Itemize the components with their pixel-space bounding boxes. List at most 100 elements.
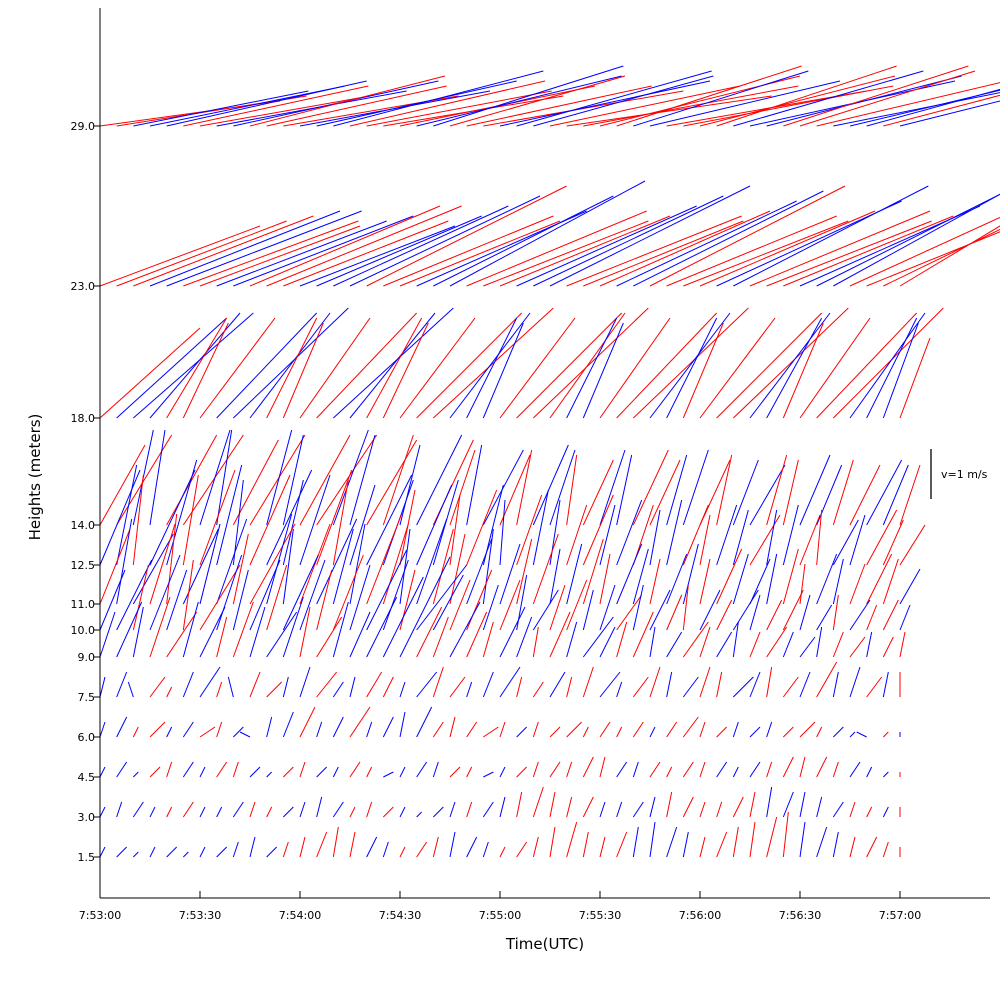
wind-vector: [816, 553, 838, 605]
wind-vector: [266, 429, 293, 526]
y-tick-label: 9.0: [78, 651, 96, 664]
wind-vector: [899, 568, 921, 605]
wind-vector: [166, 569, 188, 631]
wind-vector: [299, 474, 331, 566]
wind-vector: [816, 604, 833, 631]
wind-vector: [732, 621, 739, 658]
wind-vector: [832, 631, 844, 658]
wind-vector: [782, 548, 799, 605]
wind-vector: [782, 791, 794, 818]
wind-vector: [382, 841, 389, 858]
wind-vector: [366, 801, 373, 818]
wind-vector: [716, 726, 728, 738]
wind-vector: [766, 721, 773, 738]
wind-vector: [716, 671, 723, 698]
wind-vector: [566, 454, 578, 526]
wind-vector: [766, 816, 778, 858]
wind-vector: [382, 806, 394, 818]
wind-vector: [282, 528, 294, 605]
wind-vector: [416, 312, 523, 419]
wind-vector: [749, 594, 761, 631]
wind-vector: [699, 514, 711, 566]
wind-vector: [316, 434, 378, 526]
wind-vector: [566, 317, 618, 419]
wind-vector: [582, 666, 594, 698]
wind-vector: [866, 631, 873, 658]
wind-vector: [182, 434, 244, 526]
x-tick-label: 7:55:30: [579, 909, 621, 922]
wind-vector: [766, 317, 823, 419]
wind-vector: [249, 474, 291, 566]
wind-vector: [299, 801, 306, 818]
wind-vector: [399, 556, 451, 658]
wind-vector: [382, 559, 409, 631]
wind-vector: [399, 220, 561, 287]
wind-vector: [599, 584, 616, 631]
wind-vector: [266, 716, 273, 738]
wind-vector: [482, 841, 489, 858]
wind-vector: [682, 831, 689, 858]
wind-vector: [116, 434, 173, 526]
wind-vector: [856, 731, 867, 738]
wind-vector: [832, 594, 839, 631]
wind-vector: [366, 474, 413, 566]
wind-vector: [749, 671, 761, 698]
wind-vector: [466, 317, 518, 419]
wind-vector: [466, 836, 478, 858]
wind-vector: [416, 518, 448, 605]
wind-vector: [566, 543, 583, 605]
wind-vector: [533, 75, 714, 127]
wind-vector: [483, 220, 649, 287]
wind-vector: [616, 312, 718, 419]
wind-vector: [732, 766, 739, 778]
wind-vector: [266, 205, 462, 287]
wind-vector: [299, 434, 351, 526]
wind-vector: [799, 636, 816, 658]
wind-vector: [166, 434, 218, 526]
wind-vector: [716, 312, 823, 419]
wind-vector: [216, 464, 243, 566]
wind-vector: [649, 459, 681, 526]
wind-vector: [899, 631, 906, 658]
wind-vector: [99, 766, 106, 778]
wind-vector: [866, 88, 1000, 127]
wind-vector: [832, 307, 944, 419]
wind-vector: [416, 606, 443, 658]
wind-vector: [883, 94, 1000, 127]
wind-vector: [99, 444, 146, 526]
wind-vector: [649, 821, 656, 858]
wind-vector: [616, 761, 628, 778]
wind-vector: [666, 499, 683, 566]
wind-vector: [466, 538, 493, 605]
wind-vector: [682, 504, 709, 566]
wind-vector: [266, 846, 278, 858]
wind-vector: [182, 851, 189, 858]
wind-vector: [749, 761, 761, 778]
wind-vector: [682, 676, 699, 698]
wind-vector: [582, 494, 614, 566]
wind-vector: [766, 599, 783, 631]
wind-vector: [266, 513, 293, 605]
wind-vector: [732, 721, 739, 738]
wind-vector: [399, 846, 406, 858]
scale-label: v=1 m/s: [941, 468, 988, 481]
wind-vector: [316, 831, 328, 858]
wind-vector: [249, 434, 306, 526]
wind-vector: [149, 312, 241, 419]
wind-vector: [566, 676, 573, 698]
wind-vector: [239, 731, 251, 738]
x-tick-label: 7:54:30: [379, 909, 421, 922]
wind-vector: [699, 761, 706, 778]
wind-vector: [349, 761, 361, 778]
wind-vector: [716, 454, 733, 526]
wind-vector: [149, 676, 166, 698]
wind-vector: [632, 307, 749, 419]
wind-vector: [866, 459, 903, 526]
wind-vector: [182, 721, 194, 738]
wind-vector: [332, 681, 344, 698]
wind-vector: [349, 484, 376, 566]
wind-vector: [882, 558, 899, 605]
wind-vector: [816, 312, 918, 419]
wind-vector: [432, 616, 449, 658]
level-23-vectors: [99, 180, 1000, 287]
